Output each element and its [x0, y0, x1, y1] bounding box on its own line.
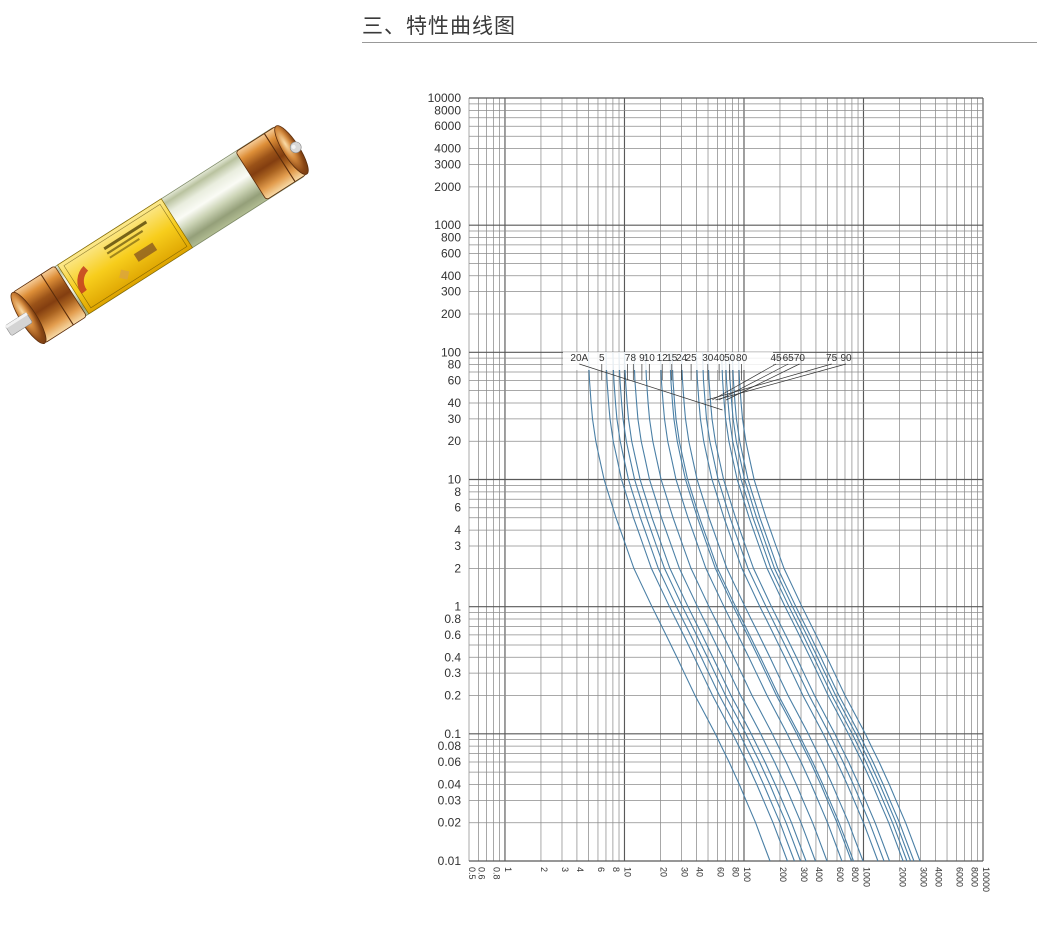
svg-text:4: 4 — [454, 523, 461, 537]
svg-text:80: 80 — [730, 867, 740, 877]
svg-text:6000: 6000 — [434, 119, 461, 133]
svg-text:0.2: 0.2 — [444, 689, 461, 703]
svg-text:0.8: 0.8 — [491, 867, 501, 880]
svg-text:8000: 8000 — [434, 103, 461, 117]
svg-text:80: 80 — [736, 353, 748, 364]
svg-text:60: 60 — [716, 867, 726, 877]
svg-text:0.04: 0.04 — [438, 777, 462, 791]
svg-text:0.3: 0.3 — [444, 666, 461, 680]
svg-text:65: 65 — [783, 353, 795, 364]
svg-text:800: 800 — [441, 231, 461, 245]
svg-text:0.08: 0.08 — [438, 739, 462, 753]
svg-text:5: 5 — [599, 353, 605, 364]
svg-text:25: 25 — [686, 353, 698, 364]
svg-text:30: 30 — [680, 867, 690, 877]
svg-text:300: 300 — [799, 867, 809, 882]
svg-text:2: 2 — [454, 561, 461, 575]
svg-text:3000: 3000 — [434, 158, 461, 172]
svg-text:30: 30 — [448, 412, 462, 426]
svg-text:200: 200 — [441, 307, 461, 321]
svg-text:0.01: 0.01 — [438, 854, 462, 868]
svg-text:40: 40 — [448, 396, 462, 410]
svg-text:45: 45 — [770, 353, 782, 364]
svg-text:8: 8 — [631, 353, 637, 364]
svg-text:1: 1 — [503, 867, 513, 872]
svg-text:8: 8 — [611, 867, 621, 872]
svg-text:60: 60 — [448, 374, 462, 388]
svg-text:20: 20 — [448, 434, 462, 448]
svg-text:1000: 1000 — [862, 867, 872, 887]
svg-text:200: 200 — [778, 867, 788, 882]
svg-text:3000: 3000 — [919, 867, 929, 887]
svg-text:75: 75 — [826, 353, 838, 364]
svg-text:0.06: 0.06 — [438, 755, 462, 769]
svg-text:0.5: 0.5 — [467, 867, 477, 880]
svg-text:6: 6 — [454, 501, 461, 515]
svg-text:2000: 2000 — [434, 180, 461, 194]
svg-text:10000: 10000 — [981, 867, 991, 892]
svg-text:100: 100 — [742, 867, 752, 882]
svg-text:0.03: 0.03 — [438, 793, 462, 807]
svg-text:40: 40 — [694, 867, 704, 877]
svg-text:600: 600 — [441, 246, 461, 260]
svg-text:80: 80 — [448, 358, 462, 372]
svg-text:70: 70 — [794, 353, 806, 364]
svg-text:0.02: 0.02 — [438, 816, 462, 830]
svg-text:20: 20 — [659, 867, 669, 877]
svg-text:50: 50 — [724, 353, 736, 364]
svg-text:3: 3 — [560, 867, 570, 872]
svg-text:2: 2 — [539, 867, 549, 872]
svg-text:6000: 6000 — [955, 867, 965, 887]
svg-text:30: 30 — [702, 353, 714, 364]
svg-text:8: 8 — [454, 485, 461, 499]
svg-text:300: 300 — [441, 285, 461, 299]
svg-text:10: 10 — [623, 867, 633, 877]
svg-text:0.8: 0.8 — [444, 612, 461, 626]
svg-text:4: 4 — [575, 867, 585, 872]
svg-text:600: 600 — [835, 867, 845, 882]
svg-text:20A: 20A — [570, 353, 588, 364]
svg-text:400: 400 — [814, 867, 824, 882]
svg-text:4000: 4000 — [434, 142, 461, 156]
svg-text:0.4: 0.4 — [444, 650, 461, 664]
svg-text:800: 800 — [850, 867, 860, 882]
svg-text:2000: 2000 — [898, 867, 908, 887]
svg-text:90: 90 — [840, 353, 852, 364]
svg-text:6: 6 — [596, 867, 606, 872]
svg-text:10: 10 — [644, 353, 656, 364]
svg-text:400: 400 — [441, 269, 461, 283]
svg-text:0.6: 0.6 — [477, 867, 487, 880]
svg-text:3: 3 — [454, 539, 461, 553]
svg-text:8000: 8000 — [969, 867, 979, 887]
svg-text:4000: 4000 — [933, 867, 943, 887]
svg-text:0.6: 0.6 — [444, 628, 461, 642]
